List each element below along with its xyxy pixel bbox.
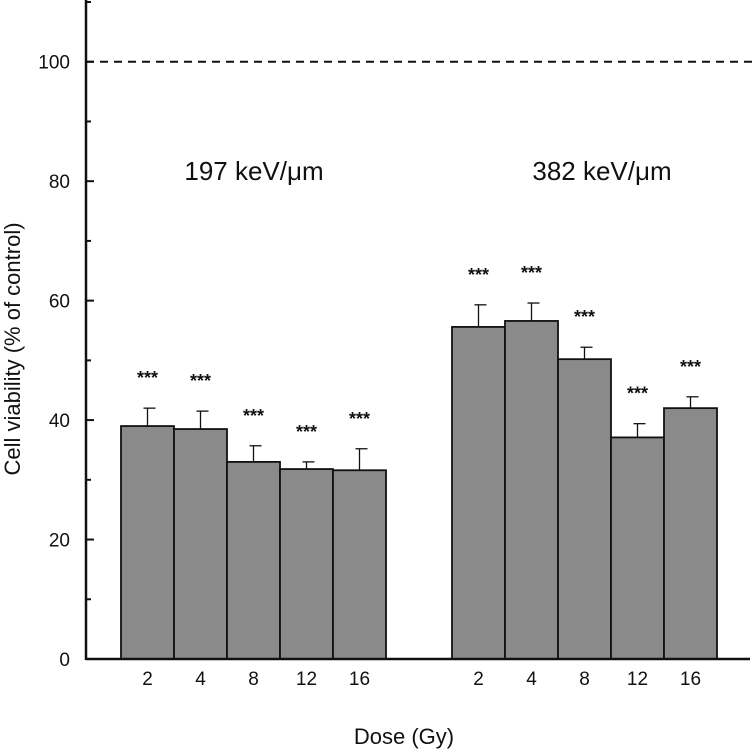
- x-tick-label: 12: [296, 669, 317, 690]
- significance-label: ***: [521, 263, 542, 283]
- significance-label: ***: [296, 422, 317, 442]
- significance-labels-layer: *** *** *** *** *** *** *** *** *** ***: [137, 263, 701, 442]
- group-label-382: 382 keV/μm: [532, 156, 671, 186]
- x-tick-label: 12: [627, 669, 648, 690]
- x-tick-label: 16: [680, 669, 701, 690]
- x-tick-label: 8: [248, 669, 259, 690]
- bar: [451, 326, 506, 660]
- y-axis-title: Cell viability (% of control): [0, 222, 25, 475]
- bar: [332, 469, 387, 660]
- significance-label: ***: [243, 406, 264, 426]
- significance-label: ***: [627, 384, 648, 404]
- group-label-197: 197 keV/μm: [184, 156, 323, 186]
- x-tick-label: 8: [579, 669, 590, 690]
- x-tick-label: 2: [473, 669, 484, 690]
- significance-label: ***: [190, 371, 211, 391]
- x-axis-title: Dose (Gy): [354, 724, 454, 749]
- bar: [279, 468, 334, 660]
- significance-label: ***: [468, 265, 489, 285]
- significance-label: ***: [137, 368, 158, 388]
- bar: [610, 436, 665, 660]
- y-tick-label: 60: [49, 292, 70, 313]
- significance-label: ***: [349, 409, 370, 429]
- significance-label: ***: [574, 307, 595, 327]
- x-tick-label: 2: [142, 669, 153, 690]
- bar: [557, 358, 612, 660]
- bar: [663, 407, 718, 660]
- x-tick-label: 16: [349, 669, 370, 690]
- x-tick-labels-layer: 2 4 8 12 16 2 4 8 12 16: [142, 669, 701, 690]
- y-tick-label: 100: [38, 53, 70, 74]
- bar: [173, 428, 228, 660]
- bar: [120, 425, 175, 660]
- bars-layer: [120, 320, 718, 660]
- y-tick-label: 0: [59, 650, 70, 671]
- y-tick-label: 40: [49, 411, 70, 432]
- x-tick-label: 4: [195, 669, 206, 690]
- y-tick-label: 80: [49, 172, 70, 193]
- bar: [504, 320, 559, 660]
- significance-label: ***: [680, 357, 701, 377]
- bar: [226, 460, 281, 660]
- y-tick-label: 20: [49, 531, 70, 552]
- error-bars-layer: [143, 302, 699, 471]
- x-tick-label: 4: [526, 669, 537, 690]
- y-ticks-layer: 0 20 40 60 80 100: [38, 1, 94, 671]
